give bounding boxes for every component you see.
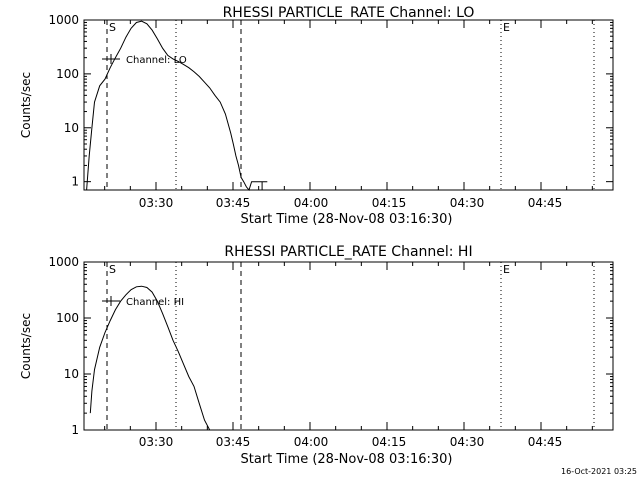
- end-marker-label: E: [503, 21, 510, 34]
- x-tick-label: 04:00: [294, 196, 329, 210]
- x-tick-label: 04:30: [450, 196, 485, 210]
- y-tick-label: 10: [64, 367, 79, 381]
- x-tick-label: 04:15: [372, 196, 407, 210]
- legend-label: Channel: LO: [126, 55, 187, 66]
- series-line: [86, 20, 268, 192]
- x-axis-label: Start Time (28-Nov-08 03:16:30): [241, 452, 453, 467]
- x-tick-label: 04:15: [372, 435, 407, 449]
- panel-hi: RHESSI PARTICLE_RATE Channel: HI 1 10 100 10…: [19, 244, 614, 467]
- x-tick-label: 04:45: [528, 435, 563, 449]
- x-tick-label: 03:30: [139, 435, 174, 449]
- y-tick-label: 1: [71, 423, 79, 437]
- x-tick-label: 03:45: [216, 196, 251, 210]
- x-tick-label: 04:45: [528, 196, 563, 210]
- start-marker-label: S: [109, 21, 116, 34]
- timestamp-footer: 16-Oct-2021 03:25: [561, 467, 637, 476]
- y-tick-label: 1000: [48, 13, 79, 27]
- x-tick-label: 03:30: [139, 196, 174, 210]
- x-tick-label: 04:30: [450, 435, 485, 449]
- y-tick-label: 100: [56, 67, 79, 81]
- plot-frame: [83, 19, 614, 191]
- legend-label: Channel: HI: [126, 297, 184, 308]
- y-axis-label: Counts/sec: [19, 72, 33, 138]
- x-tick-label: 04:00: [294, 435, 329, 449]
- y-tick-label: 100: [56, 311, 79, 325]
- y-tick-label: 1000: [48, 255, 79, 269]
- x-axis-label: Start Time (28-Nov-08 03:16:30): [241, 212, 453, 227]
- y-axis-label: Counts/sec: [19, 313, 33, 379]
- y-tick-label: 10: [64, 121, 79, 135]
- end-marker-label: E: [503, 263, 510, 276]
- x-tick-label: 03:45: [216, 435, 251, 449]
- y-tick-label: 1: [71, 175, 79, 189]
- plot-frame: [83, 261, 614, 431]
- chart-title: RHESSI PARTICLE_RATE Channel: LO: [223, 5, 475, 21]
- panel-lo: RHESSI PARTICLE_RATE Channel: LO 1 10 100 10…: [19, 5, 614, 227]
- series-line: [89, 285, 211, 431]
- start-marker-label: S: [109, 263, 116, 276]
- chart-title: RHESSI PARTICLE_RATE Channel: HI: [224, 244, 472, 260]
